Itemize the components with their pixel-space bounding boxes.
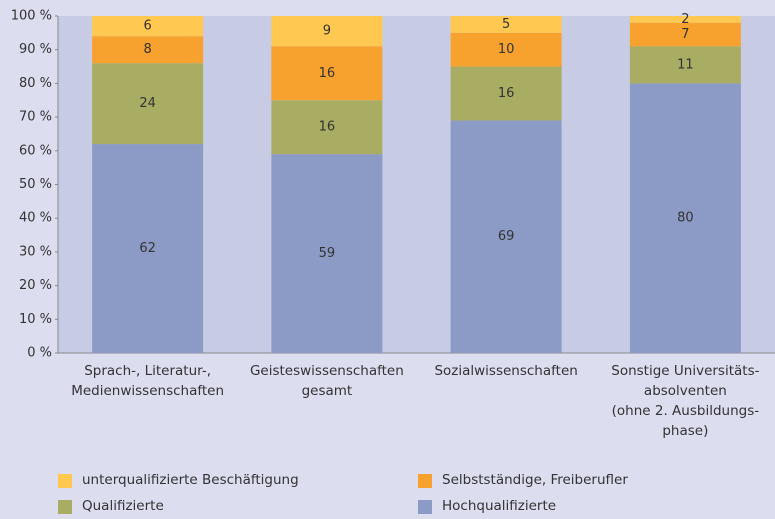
legend-swatch	[58, 474, 72, 488]
data-label: 62	[139, 241, 156, 256]
data-label: 11	[677, 57, 694, 72]
y-tick-label: 50 %	[19, 177, 52, 192]
y-tick-label: 70 %	[19, 110, 52, 125]
x-tick-label: Geisteswissenschaften gesamt	[249, 363, 404, 399]
y-tick-label: 90 %	[19, 42, 52, 57]
data-label: 16	[319, 120, 336, 135]
bar-segment	[629, 83, 741, 354]
bar-segment	[92, 36, 204, 64]
bar-segment	[450, 66, 562, 121]
data-label: 6	[143, 19, 151, 34]
data-label: 16	[498, 86, 515, 101]
data-label: 16	[319, 66, 336, 81]
bar-segment	[450, 120, 562, 353]
x-tick-label: Sprach-, Literatur-, Medienwissenschafte…	[71, 363, 225, 399]
y-tick-label: 40 %	[19, 211, 52, 226]
x-tick-label: Sozialwissenschaften	[434, 363, 578, 379]
x-tick-label: Sonstige Universitäts- absolventen (ohne…	[611, 363, 760, 439]
y-tick-label: 60 %	[19, 143, 52, 158]
bar-segment	[271, 46, 383, 101]
bar-segment	[450, 16, 562, 33]
y-tick-label: 20 %	[19, 278, 52, 293]
y-tick-label: 30 %	[19, 244, 52, 259]
bar-segment	[271, 100, 383, 155]
y-tick-label: 80 %	[19, 76, 52, 91]
data-label: 8	[143, 42, 151, 57]
legend-label: Qualifizierte	[82, 498, 164, 514]
legend-swatch	[418, 500, 432, 514]
bar-segment	[92, 63, 204, 145]
data-label: 9	[323, 24, 331, 39]
bar-segment	[271, 154, 383, 353]
data-label: 80	[677, 211, 694, 226]
data-label: 10	[498, 42, 515, 57]
bar-segment	[92, 16, 204, 37]
data-label: 59	[319, 246, 336, 261]
y-tick-label: 0 %	[27, 346, 52, 361]
legend-swatch	[418, 474, 432, 488]
bar-segment	[450, 32, 562, 67]
data-label: 5	[502, 17, 510, 32]
y-tick-label: 100 %	[11, 9, 52, 24]
bar-segment	[92, 144, 204, 353]
data-label: 7	[681, 27, 689, 42]
bar-segment	[271, 16, 383, 47]
legend-label: Selbstständige, Freiberufler	[442, 472, 628, 488]
data-label: 2	[681, 12, 689, 27]
legend-swatch	[58, 500, 72, 514]
bar-segment	[629, 22, 741, 47]
legend-label: Hochqualifizierte	[442, 498, 557, 514]
data-label: 69	[498, 229, 515, 244]
bar-segment	[629, 46, 741, 84]
y-tick-label: 10 %	[19, 312, 52, 327]
legend-label: unterqualifizierte Beschäftigung	[82, 472, 299, 488]
bar-segment	[629, 16, 741, 23]
data-label: 24	[139, 96, 156, 111]
